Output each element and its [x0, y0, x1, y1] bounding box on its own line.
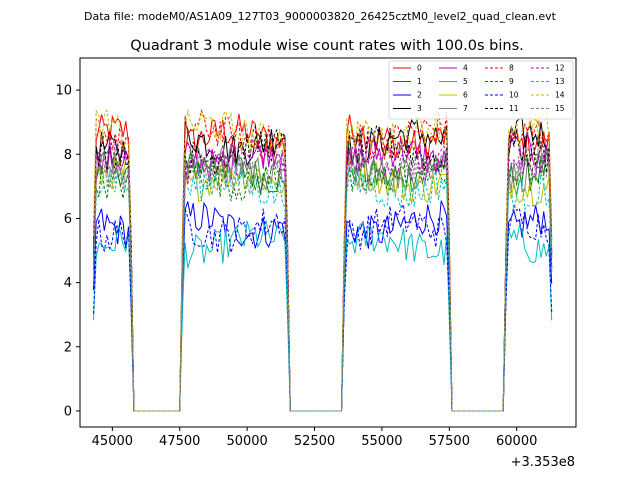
chart-title: Quadrant 3 module wise count rates with …	[130, 38, 524, 54]
y-tick-label: 4	[64, 276, 72, 291]
legend-label: 2	[417, 91, 422, 100]
series-line-5	[93, 218, 553, 412]
x-tick-label: 47500	[159, 434, 200, 449]
y-tick-label: 2	[64, 340, 72, 355]
legend-label: 5	[463, 77, 468, 86]
series-line-6	[93, 155, 553, 412]
series-line-11	[93, 124, 553, 412]
series-layer	[93, 108, 553, 412]
series-line-3	[93, 117, 553, 412]
series-line-0	[93, 113, 553, 412]
legend-label: 0	[417, 64, 422, 73]
plot-frame	[79, 57, 577, 428]
legend-label: 10	[509, 91, 519, 100]
series-line-8	[93, 109, 553, 412]
y-tick-label: 0	[64, 404, 72, 419]
legend-label: 7	[463, 104, 468, 113]
series-line-4	[93, 132, 553, 412]
legend-label: 15	[555, 104, 565, 113]
x-tick-label: 55000	[361, 434, 402, 449]
series-line-1	[93, 145, 553, 412]
legend-label: 13	[555, 77, 565, 86]
series-line-10	[93, 202, 553, 412]
y-tick-label: 8	[64, 148, 72, 163]
data-file-header: Data file: modeM0/AS1A09_127T03_90000038…	[84, 10, 557, 23]
x-tick-label: 52500	[294, 434, 335, 449]
legend-label: 14	[555, 91, 565, 100]
x-axis: 45000 47500 50000 52500 55000 57500 60000	[92, 427, 537, 449]
legend-label: 11	[509, 104, 519, 113]
y-axis: 0 2 4 6 8 10	[55, 84, 80, 419]
legend-label: 6	[463, 91, 468, 100]
series-line-12	[93, 137, 553, 412]
y-tick-label: 6	[64, 212, 72, 227]
x-tick-label: 45000	[92, 434, 133, 449]
series-line-15	[93, 146, 553, 412]
x-tick-label: 50000	[226, 434, 267, 449]
series-line-9	[93, 153, 553, 412]
legend-label: 8	[509, 64, 514, 73]
legend-label: 3	[417, 104, 422, 113]
legend-label: 9	[509, 77, 514, 86]
legend-label: 4	[463, 64, 468, 73]
legend-label: 1	[417, 77, 422, 86]
x-tick-label: 60000	[496, 434, 537, 449]
series-line-7	[93, 142, 553, 412]
series-line-2	[93, 200, 553, 412]
x-tick-label: 57500	[429, 434, 470, 449]
legend-box	[388, 60, 574, 120]
series-line-13	[93, 160, 553, 412]
y-tick-label: 10	[55, 84, 72, 99]
legend-label: 12	[555, 64, 565, 73]
x-offset-label: +3.353e8	[511, 455, 575, 470]
series-line-14	[93, 108, 553, 412]
